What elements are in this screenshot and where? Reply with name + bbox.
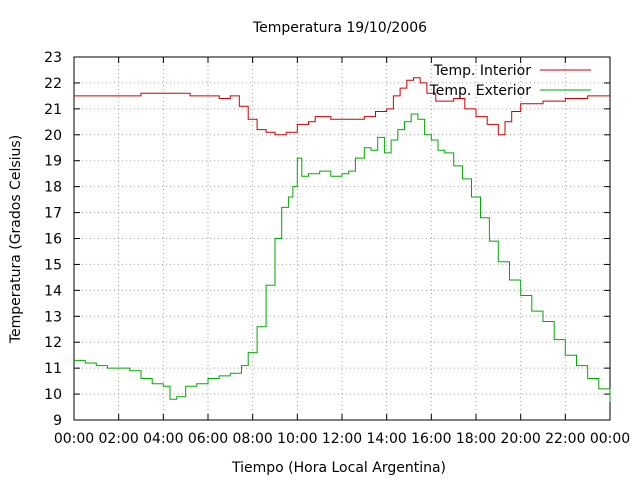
x-tick-label: 16:00	[411, 431, 451, 447]
y-tick-label: 23	[44, 50, 62, 66]
y-tick-label: 11	[44, 361, 62, 377]
grid	[74, 57, 610, 420]
x-tick-label: 04:00	[143, 431, 183, 447]
x-tick-label: 22:00	[545, 431, 585, 447]
x-axis-label: Tiempo (Hora Local Argentina)	[231, 460, 446, 476]
ticks: 00:00 02:00 04:00 06:00 08:00 10:00 12:00 14:00…	[44, 50, 630, 447]
legend: Temp. Interior Temp. Exterior	[429, 63, 591, 99]
y-tick-label: 20	[44, 128, 62, 144]
legend-label: Temp. Interior	[433, 63, 532, 79]
y-tick-label: 10	[44, 387, 62, 403]
x-tick-label: 12:00	[322, 431, 362, 447]
y-tick-label: 17	[44, 206, 62, 222]
x-tick-label: 18:00	[456, 431, 496, 447]
chart-title: Temperatura 19/10/2006	[252, 20, 427, 36]
y-tick-label: 18	[44, 180, 62, 196]
x-tick-label: 14:00	[366, 431, 406, 447]
x-tick-label: 08:00	[232, 431, 272, 447]
x-tick-label: 00:00	[590, 431, 630, 447]
series-line-interior	[74, 77, 610, 136]
y-tick-label: 16	[44, 232, 62, 248]
series-line-exterior	[74, 113, 611, 402]
y-tick-label: 12	[44, 335, 62, 351]
y-tick-label: 13	[44, 309, 62, 325]
y-tick-label: 9	[53, 413, 62, 429]
y-tick-label: 22	[44, 76, 62, 92]
y-tick-label: 21	[44, 102, 62, 118]
y-tick-label: 14	[44, 283, 62, 299]
x-tick-label: 02:00	[98, 431, 138, 447]
x-tick-label: 06:00	[188, 431, 228, 447]
y-tick-label: 19	[44, 154, 62, 170]
legend-label: Temp. Exterior	[429, 83, 532, 99]
x-tick-label: 00:00	[54, 431, 94, 447]
x-tick-label: 20:00	[500, 431, 540, 447]
series-group	[74, 77, 611, 402]
y-tick-label: 15	[44, 257, 62, 273]
y-axis-label: Temperatura (Grados Celsius)	[8, 135, 24, 344]
x-tick-label: 10:00	[277, 431, 317, 447]
